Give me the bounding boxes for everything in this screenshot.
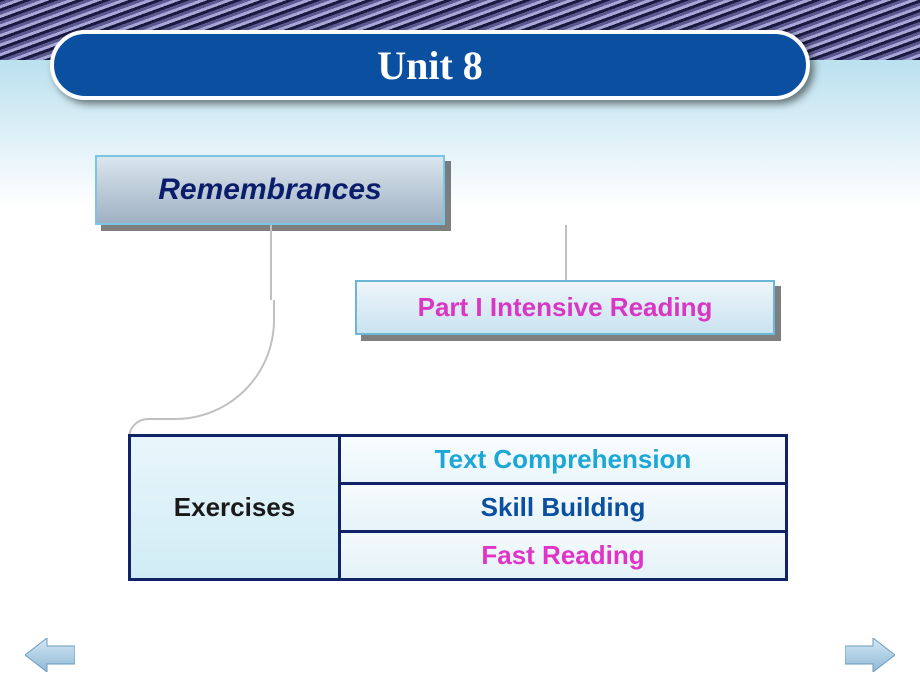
connector-line-to-part1 — [565, 225, 567, 280]
next-arrow[interactable] — [845, 638, 895, 672]
part1-label: Part I Intensive Reading — [418, 292, 713, 323]
row1-text: Skill Building — [481, 492, 646, 522]
prev-arrow[interactable] — [25, 638, 75, 672]
connector-curve — [155, 300, 275, 420]
row0-text: Text Comprehension — [435, 444, 692, 474]
exercises-label: Exercises — [174, 492, 295, 522]
exercise-row-1[interactable]: Text Comprehension — [340, 436, 787, 484]
row2-text: Fast Reading — [481, 540, 644, 570]
exercises-table: Exercises Text Comprehension Skill Build… — [128, 434, 788, 581]
node-part1[interactable]: Part I Intensive Reading — [355, 280, 775, 335]
unit-title-bar: Unit 8 — [50, 30, 810, 100]
connector-line-vertical — [270, 225, 272, 300]
exercises-header-cell: Exercises — [130, 436, 340, 580]
node-remembrances[interactable]: Remembrances — [95, 155, 445, 225]
exercise-row-2[interactable]: Skill Building — [340, 484, 787, 532]
remembrances-label: Remembrances — [158, 173, 381, 207]
exercise-row-3[interactable]: Fast Reading — [340, 532, 787, 580]
unit-title-text: Unit 8 — [377, 42, 483, 89]
